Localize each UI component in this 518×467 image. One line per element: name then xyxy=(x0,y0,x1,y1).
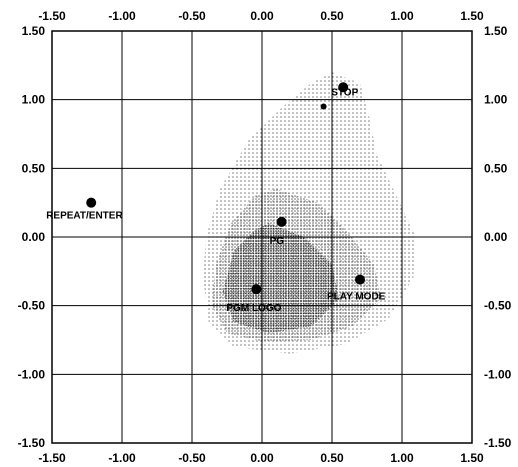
y-tick-label-right: -1.00 xyxy=(484,367,512,381)
x-tick-label-bottom: -1.00 xyxy=(108,451,136,465)
x-tick-label-top: 0.50 xyxy=(320,9,344,23)
grid xyxy=(51,30,473,444)
x-tick-label-top: 1.00 xyxy=(390,9,414,23)
data-point xyxy=(338,82,349,93)
point-label: PLAY MODE xyxy=(327,292,386,303)
data-points: REPEAT/ENTER STOP PG PLAY MODE PGM LOGO xyxy=(46,82,386,314)
y-tick-label-left: -1.50 xyxy=(18,436,46,450)
y-tick-label-right: -0.50 xyxy=(484,299,512,313)
plot-frame xyxy=(51,30,473,444)
y-tick-label-right: 1.00 xyxy=(484,93,508,107)
x-tick-label-top: -1.50 xyxy=(38,9,66,23)
tick-labels: -1.50-1.50-1.00-1.00-0.50-0.500.000.000.… xyxy=(18,9,512,465)
x-tick-label-bottom: 1.00 xyxy=(390,451,414,465)
y-tick-label-left: 1.50 xyxy=(22,24,46,38)
point-label: PGM LOGO xyxy=(226,303,281,314)
point-label: PG xyxy=(270,236,285,247)
data-point xyxy=(251,284,262,295)
y-tick-label-right: -1.50 xyxy=(484,436,512,450)
point-label: REPEAT/ENTER xyxy=(46,211,123,222)
y-tick-label-right: 0.00 xyxy=(484,230,508,244)
data-point xyxy=(355,274,365,285)
point-label: STOP xyxy=(331,87,358,98)
y-tick-label-left: 0.50 xyxy=(22,161,46,175)
x-tick-label-top: -1.00 xyxy=(108,9,136,23)
x-tick-label-bottom: 1.50 xyxy=(460,451,484,465)
x-tick-label-top: 1.50 xyxy=(460,9,484,23)
x-tick-label-bottom: 0.00 xyxy=(250,451,274,465)
data-point xyxy=(320,103,327,110)
x-tick-label-top: 0.00 xyxy=(250,9,274,23)
x-tick-label-bottom: -1.50 xyxy=(38,451,66,465)
data-point xyxy=(86,197,97,208)
y-tick-label-right: 0.50 xyxy=(484,161,508,175)
x-tick-label-bottom: 0.50 xyxy=(320,451,344,465)
y-tick-label-left: -0.50 xyxy=(18,299,46,313)
x-tick-label-top: -0.50 xyxy=(178,9,206,23)
y-tick-label-left: 1.00 xyxy=(22,93,46,107)
data-point xyxy=(276,216,287,227)
y-tick-label-right: 1.50 xyxy=(484,24,508,38)
x-tick-label-bottom: -0.50 xyxy=(178,451,206,465)
y-tick-label-left: -1.00 xyxy=(18,367,46,381)
y-tick-label-left: 0.00 xyxy=(22,230,46,244)
